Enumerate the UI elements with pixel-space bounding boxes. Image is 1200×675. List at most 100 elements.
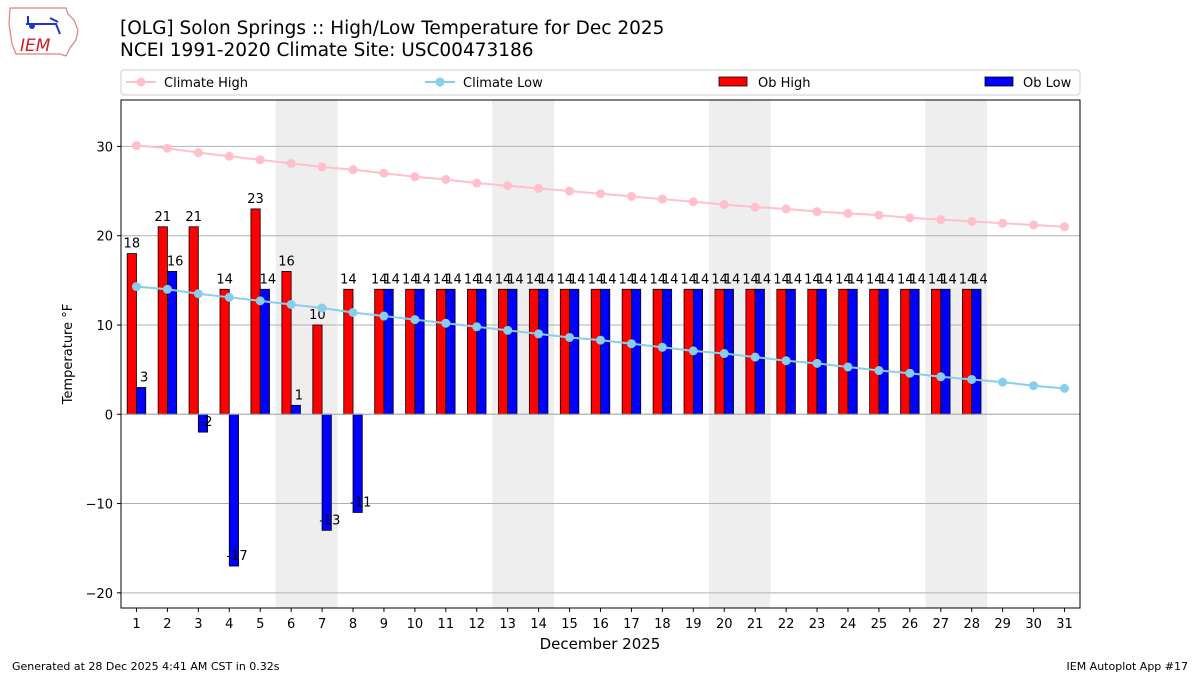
ob-high-label: 14 <box>897 272 914 287</box>
x-tick-label: 21 <box>747 617 764 632</box>
x-tick-label: 29 <box>994 617 1011 632</box>
ob-high-label: 14 <box>588 272 605 287</box>
climate-low-point <box>503 325 513 335</box>
y-tick-label: 0 <box>105 408 113 423</box>
ob-high-label: 23 <box>247 192 264 207</box>
ob-high-bar <box>900 288 911 415</box>
ob-high-bar <box>714 288 725 415</box>
ob-low-bar <box>383 288 394 415</box>
ob-high-label: 14 <box>433 272 450 287</box>
climate-low-point <box>565 332 575 342</box>
footer-app: IEM Autoplot App #17 <box>1066 660 1189 673</box>
ob-low-label: 14 <box>724 272 741 287</box>
ob-low-bar <box>631 288 642 415</box>
ob-high-bar <box>683 288 694 415</box>
ob-low-label: 14 <box>786 272 803 287</box>
climate-low-point <box>843 362 853 372</box>
climate-high-point <box>317 162 327 172</box>
ob-low-bar <box>569 288 580 415</box>
climate-high-point <box>503 181 513 191</box>
weekend-shading <box>492 100 555 608</box>
climate-low-point <box>719 349 729 359</box>
ob-high-label: 14 <box>526 272 543 287</box>
ob-high-label: 14 <box>928 272 945 287</box>
climate-high-point <box>565 186 575 196</box>
ob-low-bar <box>909 288 920 415</box>
ob-low-bar <box>847 288 858 415</box>
x-tick-label: 19 <box>685 617 702 632</box>
x-tick-label: 7 <box>318 617 326 632</box>
ob-high-label: 14 <box>216 272 233 287</box>
climate-low-point <box>874 366 884 376</box>
ob-high-bar <box>745 288 756 415</box>
ob-low-bar <box>661 288 673 415</box>
iem-logo: IEM <box>8 7 79 57</box>
climate-low-point <box>905 368 915 378</box>
weekend-shading <box>925 100 988 608</box>
climate-high-line <box>136 144 1065 228</box>
climate-low-point <box>534 329 544 339</box>
climate-low-point <box>286 299 296 309</box>
ob-high-label: 16 <box>278 254 295 269</box>
ob-high-label: 14 <box>742 272 759 287</box>
x-tick-label: 13 <box>499 617 516 632</box>
x-tick-label: 26 <box>902 617 919 632</box>
legend-marker-ob-high <box>718 76 748 87</box>
ob-low-label: -17 <box>226 549 247 564</box>
climate-high-point <box>224 151 234 161</box>
ob-high-bar <box>126 253 137 415</box>
climate-high-point <box>905 213 915 223</box>
x-tick-label: 10 <box>407 617 424 632</box>
climate-low-point <box>317 303 327 313</box>
climate-high-point <box>534 183 544 193</box>
x-tick-label: 17 <box>623 617 640 632</box>
ob-high-label: 14 <box>402 272 419 287</box>
ob-low-label: -2 <box>200 415 213 430</box>
legend-climate-high: Climate High <box>164 76 248 91</box>
climate-low-point <box>998 377 1008 387</box>
x-tick-label: 22 <box>778 617 795 632</box>
ob-high-bar <box>559 288 570 415</box>
y-tick-label: 30 <box>96 140 113 155</box>
x-tick-label: 4 <box>225 617 233 632</box>
ob-low-bar <box>723 288 734 415</box>
footer-generated: Generated at 28 Dec 2025 4:41 AM CST in … <box>12 660 280 673</box>
ob-high-bar <box>652 288 663 415</box>
x-tick-label: 18 <box>654 617 671 632</box>
ob-low-label: -13 <box>319 513 340 528</box>
x-tick-label: 3 <box>194 617 202 632</box>
climate-high-point <box>688 197 698 207</box>
x-tick-label: 15 <box>561 617 578 632</box>
ob-high-bar <box>528 288 540 415</box>
ob-high-label: 21 <box>154 210 171 225</box>
x-axis-label: December 2025 <box>540 635 661 653</box>
ob-low-label: 14 <box>817 272 834 287</box>
ob-low-label: 1 <box>295 388 303 403</box>
ob-low-bar <box>321 413 332 531</box>
ob-low-label: 14 <box>847 272 864 287</box>
climate-low-point <box>812 358 822 368</box>
ob-low-label: 14 <box>662 272 679 287</box>
ob-low-bar <box>754 288 765 415</box>
climate-low-point <box>379 311 389 321</box>
climate-low-point <box>441 318 451 328</box>
ob-high-label: 14 <box>959 272 976 287</box>
chart-subtitle: NCEI 1991-2020 Climate Site: USC00473186 <box>120 40 534 61</box>
climate-high-point <box>193 148 203 158</box>
climate-high-point <box>626 191 636 201</box>
ob-low-label: 14 <box>600 272 617 287</box>
ob-low-label: 14 <box>569 272 586 287</box>
climate-low-point <box>626 339 636 349</box>
x-tick-label: 8 <box>349 617 357 632</box>
climate-low-point <box>936 372 946 382</box>
ob-low-bar <box>414 288 425 415</box>
legend-ob-high: Ob High <box>758 76 811 91</box>
climate-high-point <box>812 207 822 217</box>
climate-low-point <box>657 342 667 352</box>
ob-high-bar <box>621 288 632 415</box>
climate-high-point <box>472 178 482 188</box>
climate-high-point <box>162 143 172 153</box>
ob-low-bar <box>878 288 889 415</box>
weekend-shading <box>275 100 338 608</box>
